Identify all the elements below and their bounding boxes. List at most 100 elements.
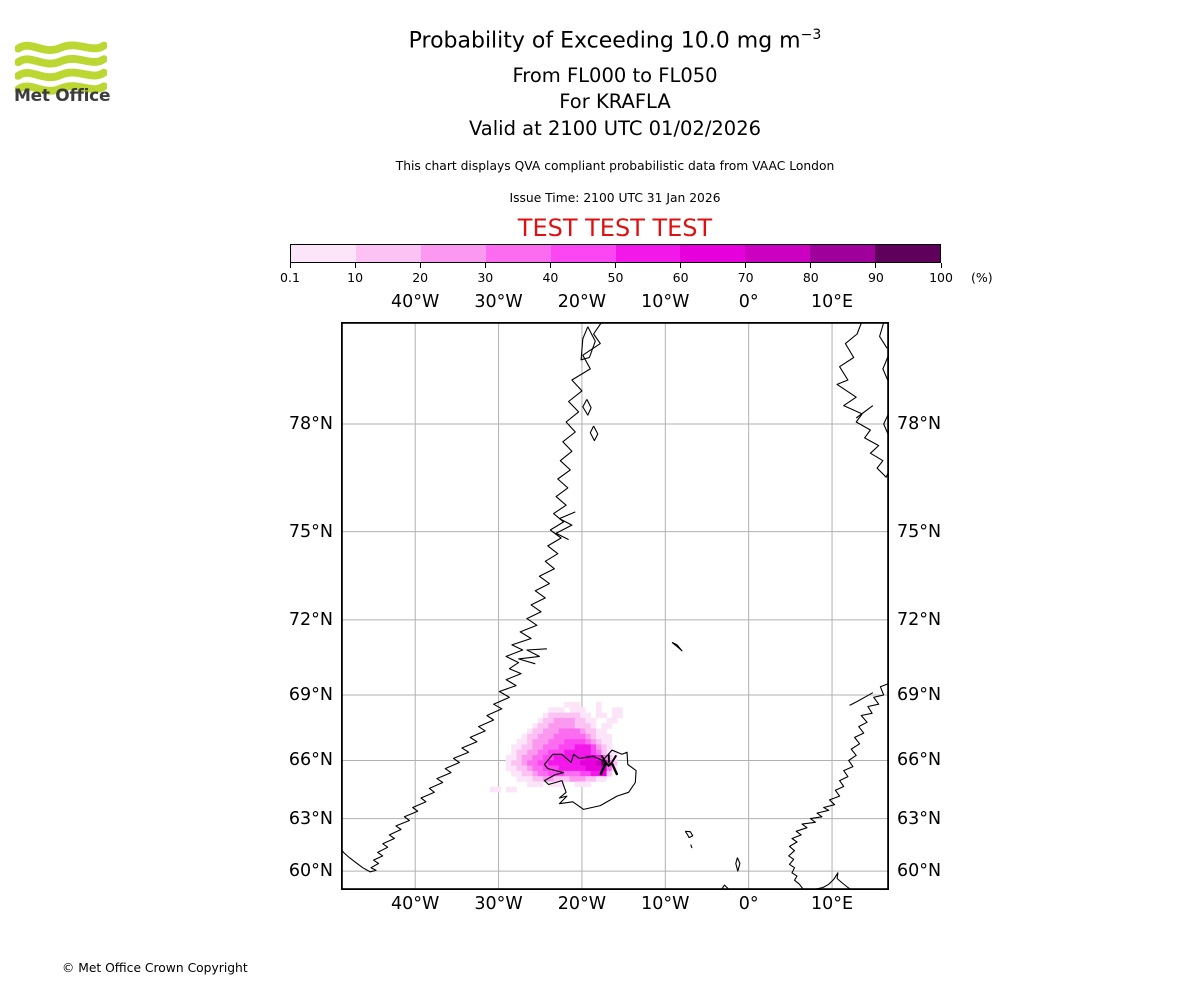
longitude-axis-bottom: 40°W 30°W 20°W 10°W 0° 10°E [341, 894, 889, 916]
plume-cell [558, 712, 565, 719]
colorbar-tick [484, 263, 486, 268]
plume-cell [564, 765, 570, 772]
plume-cell [553, 717, 560, 724]
plume-cell [537, 765, 544, 772]
plume-cell [617, 707, 623, 713]
colorbar-segment [485, 245, 551, 262]
plume-cell [548, 739, 554, 745]
longitude-label: 30°W [474, 894, 523, 914]
plume-cell [590, 765, 597, 772]
plume-cell [511, 765, 517, 772]
plume-cell [606, 744, 613, 750]
longitude-label: 10°W [641, 292, 690, 312]
plume-cell [574, 728, 581, 735]
plume-cell [527, 728, 533, 735]
plume-cell [601, 733, 607, 740]
plume-cell [527, 765, 533, 772]
plume-cell [611, 707, 618, 713]
plume-cell [548, 733, 554, 740]
plume-cell [569, 770, 576, 777]
plume-cell [532, 733, 538, 740]
plume-cell [596, 760, 602, 766]
plume-cell [601, 770, 607, 777]
plume-cell [553, 733, 560, 740]
plume-cell [558, 770, 565, 777]
plume-cell [558, 728, 565, 735]
longitude-label: 10°E [811, 894, 854, 914]
plume-cell [521, 776, 528, 782]
plume-cell [580, 744, 586, 750]
plume-cell [580, 733, 586, 740]
plume-cell [553, 712, 560, 719]
plume-cell [548, 770, 554, 777]
latitude-label: 66°N [897, 750, 942, 771]
plume-cell [590, 755, 597, 761]
plume-cell [564, 702, 570, 708]
plume-cell [580, 749, 586, 756]
plume-cell [558, 781, 565, 788]
plume-cell [511, 770, 517, 777]
plume-cell [574, 717, 581, 724]
subtitle-valid-time: Valid at 2100 UTC 01/02/2026 [468, 117, 762, 140]
plume-cell [585, 717, 591, 724]
plume-cell [564, 739, 570, 745]
subtitle-volcano: For KRAFLA [559, 90, 671, 113]
plume-cell [580, 765, 586, 772]
plume-cell [574, 739, 581, 745]
colorbar [290, 244, 941, 263]
plume-cell [537, 733, 544, 740]
latitude-label: 69°N [288, 685, 333, 705]
plume-cell [564, 755, 570, 761]
coastline-path [589, 425, 599, 442]
subtitle-flight-levels: From FL000 to FL050 [512, 64, 718, 87]
plume-cell [527, 739, 533, 745]
colorbar-tick-label: 70 [737, 270, 754, 285]
met-office-logo-icon [15, 41, 107, 95]
plume-cell [521, 770, 528, 777]
plume-cell [601, 744, 607, 750]
colorbar-tick-label: 0.1 [280, 270, 300, 285]
colorbar-tick [354, 263, 356, 268]
plume-cell [564, 728, 570, 735]
plume-cell [490, 786, 496, 793]
plume-cell [548, 712, 554, 719]
plume-cell [553, 728, 560, 735]
colorbar-tick-label: 100 [929, 270, 953, 285]
plume-cell [596, 749, 602, 756]
title-text: Probability of Exceeding 10.0 mg m [408, 28, 801, 54]
latitude-label: 72°N [288, 609, 333, 630]
page-title: Probability of Exceeding 10.0 mg m−3 [15, 27, 1200, 53]
plume-cell [505, 786, 512, 793]
plume-layer [490, 702, 623, 793]
plume-cell [543, 755, 549, 761]
plume-cell [553, 707, 560, 713]
logo-waves [15, 41, 107, 95]
plume-cell [585, 770, 591, 777]
plume-cell [543, 749, 549, 756]
plume-cell [516, 744, 523, 750]
plume-cell [511, 760, 517, 766]
plume-cell [574, 749, 581, 756]
plume-cell [553, 760, 560, 766]
plume-cell [527, 760, 533, 766]
plume-cell [585, 723, 591, 729]
plume-cell [606, 733, 613, 740]
colorbar-tick [289, 263, 291, 268]
plume-cell [527, 749, 533, 756]
plume-cell [564, 744, 570, 750]
coastline-path [735, 857, 741, 872]
plume-cell [527, 770, 533, 777]
latitude-label: 63°N [288, 808, 333, 829]
plume-cell [548, 744, 554, 750]
plume-cell [558, 765, 565, 772]
plume-cell [527, 776, 533, 782]
plume-cell [569, 707, 576, 713]
plume-cell [527, 755, 533, 761]
plume-cell [537, 760, 544, 766]
plume-cell [580, 776, 586, 782]
plume-cell [548, 723, 554, 729]
plume-cell [532, 749, 538, 756]
plume-cell [590, 776, 597, 782]
latitude-label: 72°N [897, 609, 942, 630]
plume-cell [606, 765, 613, 772]
